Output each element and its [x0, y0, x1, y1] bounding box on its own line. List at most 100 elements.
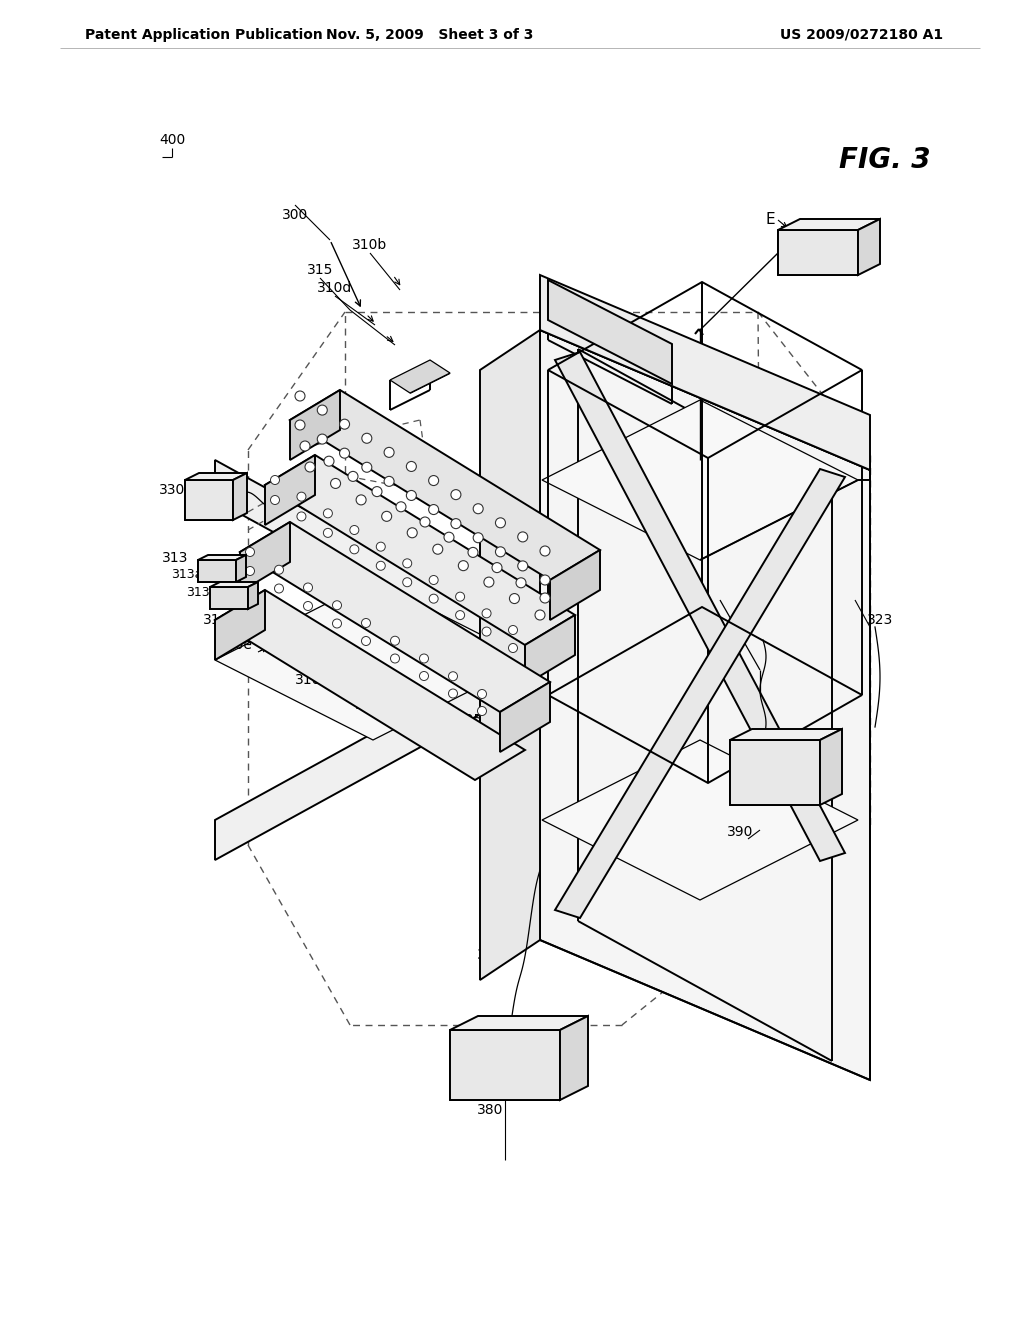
Polygon shape — [858, 219, 880, 275]
Circle shape — [333, 619, 341, 628]
Polygon shape — [500, 682, 550, 752]
Text: Patent Application Publication: Patent Application Publication — [85, 28, 323, 42]
Text: T2: T2 — [227, 503, 243, 516]
Circle shape — [402, 578, 412, 586]
Polygon shape — [730, 741, 820, 805]
Polygon shape — [778, 230, 858, 275]
Circle shape — [270, 495, 280, 504]
Circle shape — [361, 433, 372, 444]
Polygon shape — [215, 459, 870, 861]
Circle shape — [376, 561, 385, 570]
Text: 310d: 310d — [317, 281, 352, 294]
Circle shape — [303, 583, 312, 591]
Text: 310a: 310a — [203, 612, 238, 627]
Text: US 2009/0272180 A1: US 2009/0272180 A1 — [780, 28, 943, 42]
Circle shape — [492, 562, 502, 573]
Circle shape — [456, 611, 465, 619]
Circle shape — [340, 449, 349, 458]
Circle shape — [477, 689, 486, 698]
Circle shape — [303, 602, 312, 610]
Circle shape — [297, 512, 306, 521]
Circle shape — [331, 478, 341, 488]
Circle shape — [274, 565, 284, 574]
Circle shape — [484, 577, 494, 587]
Text: 310e: 310e — [217, 638, 253, 652]
Circle shape — [361, 462, 372, 473]
Circle shape — [324, 528, 333, 537]
Polygon shape — [265, 455, 315, 525]
Circle shape — [420, 517, 430, 527]
Polygon shape — [236, 554, 246, 582]
Polygon shape — [820, 729, 842, 805]
Circle shape — [429, 504, 438, 515]
Text: 315: 315 — [307, 263, 333, 277]
Text: 380: 380 — [477, 1104, 503, 1117]
Circle shape — [317, 434, 328, 444]
Circle shape — [433, 544, 442, 554]
Circle shape — [477, 706, 486, 715]
Circle shape — [402, 558, 412, 568]
Circle shape — [376, 543, 385, 552]
Circle shape — [324, 457, 334, 466]
Circle shape — [333, 601, 341, 610]
Polygon shape — [198, 560, 236, 582]
Circle shape — [295, 420, 305, 430]
Circle shape — [361, 636, 371, 645]
Circle shape — [390, 653, 399, 663]
Circle shape — [274, 583, 284, 593]
Circle shape — [456, 593, 465, 601]
Polygon shape — [542, 400, 858, 560]
Circle shape — [350, 525, 358, 535]
Polygon shape — [215, 590, 525, 780]
Text: E: E — [765, 213, 775, 227]
Circle shape — [350, 545, 358, 554]
Circle shape — [384, 447, 394, 457]
Circle shape — [459, 561, 468, 570]
Text: 400: 400 — [159, 133, 185, 147]
Polygon shape — [540, 275, 870, 470]
Circle shape — [300, 441, 310, 451]
Polygon shape — [210, 587, 248, 609]
Polygon shape — [450, 1030, 560, 1100]
Circle shape — [384, 477, 394, 486]
Circle shape — [407, 491, 417, 500]
Circle shape — [518, 561, 527, 572]
Polygon shape — [265, 455, 575, 645]
Polygon shape — [730, 729, 842, 741]
Text: 310b: 310b — [352, 238, 388, 252]
Text: 323: 323 — [867, 612, 893, 627]
Text: 390: 390 — [727, 825, 754, 840]
Circle shape — [518, 532, 527, 543]
Polygon shape — [290, 389, 600, 579]
Text: 313a: 313a — [171, 569, 203, 582]
Circle shape — [356, 495, 367, 504]
Circle shape — [429, 576, 438, 585]
Polygon shape — [185, 473, 247, 480]
Text: 310: 310 — [295, 673, 322, 686]
Circle shape — [468, 548, 478, 557]
Circle shape — [372, 487, 382, 496]
Circle shape — [408, 528, 417, 537]
Circle shape — [449, 672, 458, 681]
Circle shape — [407, 462, 417, 471]
Circle shape — [540, 593, 550, 603]
Text: 340: 340 — [355, 698, 381, 711]
Circle shape — [429, 594, 438, 603]
Circle shape — [451, 490, 461, 500]
Text: 300: 300 — [282, 209, 308, 222]
Circle shape — [396, 502, 406, 512]
Circle shape — [270, 475, 280, 484]
Polygon shape — [210, 582, 258, 587]
Polygon shape — [185, 480, 233, 520]
Polygon shape — [525, 615, 575, 685]
Circle shape — [295, 391, 305, 401]
Circle shape — [540, 576, 550, 585]
Text: 313: 313 — [162, 550, 188, 565]
Polygon shape — [540, 330, 870, 1080]
Circle shape — [482, 627, 492, 636]
Circle shape — [540, 546, 550, 556]
Circle shape — [429, 475, 438, 486]
Polygon shape — [240, 521, 290, 591]
Polygon shape — [290, 389, 340, 459]
Text: Nov. 5, 2009   Sheet 3 of 3: Nov. 5, 2009 Sheet 3 of 3 — [327, 28, 534, 42]
